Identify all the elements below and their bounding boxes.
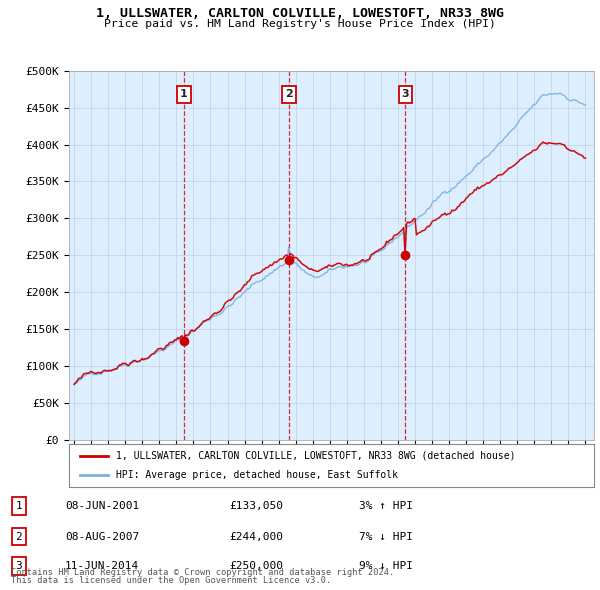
Text: 1: 1: [180, 90, 188, 99]
Text: 1, ULLSWATER, CARLTON COLVILLE, LOWESTOFT, NR33 8WG: 1, ULLSWATER, CARLTON COLVILLE, LOWESTOF…: [96, 7, 504, 20]
Text: 08-JUN-2001: 08-JUN-2001: [65, 502, 139, 512]
Text: 3: 3: [16, 561, 22, 571]
Text: Price paid vs. HM Land Registry's House Price Index (HPI): Price paid vs. HM Land Registry's House …: [104, 19, 496, 30]
Text: 9% ↓ HPI: 9% ↓ HPI: [359, 561, 413, 571]
Text: 3% ↑ HPI: 3% ↑ HPI: [359, 502, 413, 512]
Text: 11-JUN-2014: 11-JUN-2014: [65, 561, 139, 571]
Text: £244,000: £244,000: [229, 532, 283, 542]
Text: £250,000: £250,000: [229, 561, 283, 571]
Text: Contains HM Land Registry data © Crown copyright and database right 2024.: Contains HM Land Registry data © Crown c…: [11, 568, 394, 577]
Text: 1: 1: [16, 502, 22, 512]
Text: 1, ULLSWATER, CARLTON COLVILLE, LOWESTOFT, NR33 8WG (detached house): 1, ULLSWATER, CARLTON COLVILLE, LOWESTOF…: [116, 451, 516, 461]
Text: 3: 3: [401, 90, 409, 99]
Text: 2: 2: [16, 532, 22, 542]
Text: £133,050: £133,050: [229, 502, 283, 512]
Text: 08-AUG-2007: 08-AUG-2007: [65, 532, 139, 542]
Text: This data is licensed under the Open Government Licence v3.0.: This data is licensed under the Open Gov…: [11, 576, 331, 585]
Text: 2: 2: [285, 90, 293, 99]
Text: 7% ↓ HPI: 7% ↓ HPI: [359, 532, 413, 542]
Text: HPI: Average price, detached house, East Suffolk: HPI: Average price, detached house, East…: [116, 470, 398, 480]
